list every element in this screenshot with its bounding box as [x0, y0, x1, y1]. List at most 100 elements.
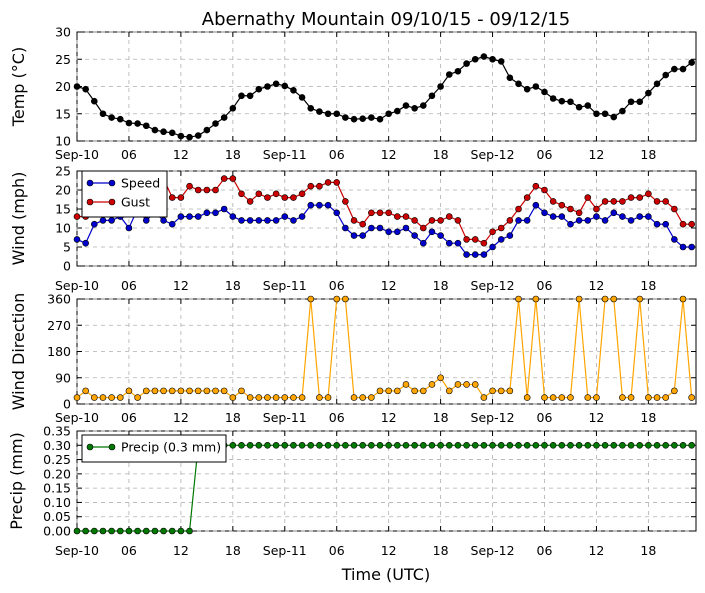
data-point-temp	[307, 105, 315, 112]
data-point-precip	[593, 441, 600, 449]
data-point-dir	[272, 394, 280, 401]
data-point-speed	[255, 217, 263, 224]
data-point-gust	[627, 194, 635, 201]
data-point-speed	[281, 213, 289, 220]
data-point-precip	[515, 441, 522, 449]
data-point-dir	[619, 394, 626, 401]
y-tick-label: 180	[47, 344, 71, 359]
data-point-speed	[402, 224, 410, 232]
data-point-speed	[575, 217, 583, 224]
data-point-temp	[168, 129, 176, 137]
data-point-speed	[437, 232, 444, 239]
y-tick-label: 0.05	[43, 509, 71, 524]
data-point-speed	[333, 209, 341, 217]
data-point-speed	[463, 251, 470, 258]
x-tick-label: Sep-12	[471, 278, 515, 293]
y-axis-label: Temp (°C)	[9, 47, 28, 127]
data-point-dir	[186, 387, 193, 395]
data-point-speed	[601, 217, 609, 224]
data-point-gust	[645, 190, 652, 198]
data-point-dir	[203, 387, 211, 395]
data-point-dir	[134, 394, 141, 401]
data-point-dir	[394, 387, 401, 395]
data-point-speed	[411, 232, 418, 239]
data-point-temp	[333, 110, 341, 118]
data-point-speed	[584, 217, 592, 224]
data-point-speed	[324, 201, 332, 209]
y-tick-label: 0.20	[43, 466, 71, 481]
data-point-temp	[73, 83, 81, 90]
x-tick-label: Sep-11	[263, 543, 307, 558]
x-tick-label: 06	[121, 543, 137, 558]
data-point-precip	[333, 441, 341, 449]
data-point-precip	[679, 441, 687, 449]
data-point-dir	[255, 394, 263, 401]
y-axis-label: Wind (mph)	[9, 172, 28, 266]
x-tick-label: 12	[588, 410, 604, 425]
data-point-gust	[402, 213, 410, 220]
data-point-gust	[316, 182, 323, 190]
data-point-speed	[368, 224, 375, 232]
data-point-precip	[298, 441, 306, 449]
data-point-temp	[246, 92, 254, 100]
data-point-precip	[610, 441, 618, 449]
data-point-speed	[688, 243, 695, 251]
x-tick-label: Sep-11	[263, 147, 307, 162]
data-point-temp	[186, 133, 193, 141]
data-point-precip	[177, 527, 185, 535]
x-tick-label: 06	[329, 278, 345, 293]
data-point-precip	[454, 441, 462, 449]
data-point-precip	[645, 441, 652, 449]
data-point-temp	[116, 115, 124, 123]
data-point-precip	[151, 527, 159, 535]
data-point-speed	[549, 213, 557, 220]
data-point-dir	[298, 394, 306, 401]
data-point-temp	[532, 83, 540, 90]
y-tick-label: 15	[55, 106, 71, 121]
data-point-speed	[264, 217, 271, 224]
data-point-precip	[281, 441, 289, 449]
data-point-dir	[342, 295, 349, 303]
data-point-precip	[619, 441, 626, 449]
data-point-temp	[480, 53, 488, 60]
data-point-temp	[662, 71, 669, 79]
x-tick-label: 06	[537, 147, 553, 162]
x-tick-label: 18	[640, 543, 656, 558]
data-point-precip	[549, 441, 557, 449]
data-point-gust	[194, 186, 202, 194]
data-point-precip	[134, 527, 141, 535]
x-tick-label: 06	[537, 410, 553, 425]
data-point-speed	[419, 239, 427, 247]
data-point-gust	[272, 190, 280, 198]
data-point-speed	[376, 224, 384, 232]
x-tick-label: 06	[121, 147, 137, 162]
data-point-speed	[627, 217, 635, 224]
data-point-speed	[636, 213, 644, 220]
data-point-temp	[91, 97, 98, 105]
data-point-temp	[593, 110, 600, 118]
data-point-speed	[342, 224, 349, 232]
data-point-temp	[601, 110, 609, 118]
data-point-speed	[532, 201, 540, 209]
data-point-gust	[264, 194, 271, 201]
data-point-gust	[679, 220, 687, 228]
data-point-temp	[671, 65, 678, 73]
data-point-dir	[350, 394, 358, 401]
data-point-precip	[324, 441, 332, 449]
data-point-speed	[186, 213, 193, 220]
data-point-temp	[82, 85, 89, 93]
x-tick-label: 12	[173, 410, 189, 425]
data-point-precip	[246, 441, 254, 449]
data-point-gust	[437, 217, 444, 224]
data-point-gust	[324, 179, 332, 186]
data-point-dir	[290, 394, 297, 401]
data-point-speed	[506, 232, 514, 239]
data-point-dir	[653, 394, 661, 401]
data-point-speed	[142, 217, 150, 224]
data-point-speed	[359, 232, 366, 239]
data-point-gust	[368, 209, 375, 217]
x-tick-label: 12	[381, 278, 397, 293]
data-point-precip	[316, 441, 323, 449]
data-point-speed	[653, 220, 661, 228]
panel-2: 0 5 10 15 20 25 Sep-10 06 12 18 Sep-11 06 12 18 Sep-12…	[9, 164, 697, 293]
